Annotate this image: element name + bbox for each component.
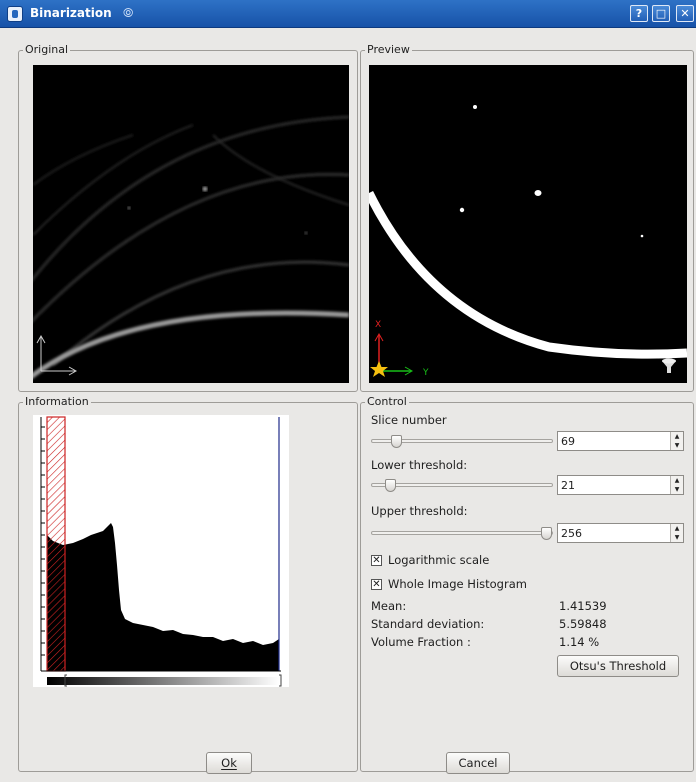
information-group: Information: [18, 395, 358, 772]
original-group-label: Original: [23, 43, 71, 56]
cancel-button-label: Cancel: [458, 756, 498, 770]
information-group-label: Information: [23, 395, 91, 408]
log-scale-checkbox[interactable]: ✕: [371, 555, 382, 566]
slice-number-value: 69: [561, 435, 575, 448]
spin-up-icon[interactable]: ▲: [674, 477, 680, 484]
axes-icon: X Y: [370, 320, 429, 378]
app-icon: [7, 6, 23, 22]
close-button[interactable]: ✕: [676, 5, 694, 22]
original-image-content: [21, 115, 350, 385]
upper-threshold-label: Upper threshold:: [371, 504, 468, 518]
volume-fraction-value: 1.14 %: [559, 635, 600, 649]
slice-number-label: Slice number: [371, 413, 447, 427]
upper-threshold-value: 256: [561, 527, 582, 540]
log-scale-label[interactable]: Logarithmic scale: [388, 553, 490, 567]
slider-handle[interactable]: [391, 435, 402, 448]
dialog-body: Original: [8, 30, 696, 782]
preview-image[interactable]: X Y: [364, 65, 688, 383]
lower-threshold-label: Lower threshold:: [371, 458, 468, 472]
axis-x-label: X: [375, 320, 381, 330]
slider-handle[interactable]: [385, 479, 396, 492]
spin-down-icon[interactable]: ▼: [674, 486, 680, 493]
original-group: Original: [18, 43, 358, 392]
spin-down-icon[interactable]: ▼: [674, 442, 680, 449]
histogram-chart: [40, 416, 282, 687]
title-bar: Binarization ⦾ ? □ ✕: [0, 0, 696, 28]
upper-threshold-spinbox[interactable]: 256 ▲ ▼: [557, 523, 684, 543]
spin-up-icon[interactable]: ▲: [674, 433, 680, 440]
help-button[interactable]: ?: [630, 5, 648, 22]
control-group-label: Control: [365, 395, 409, 408]
upper-threshold-slider[interactable]: [371, 527, 553, 540]
preview-group: Preview X Y: [360, 43, 694, 392]
original-image[interactable]: [21, 65, 350, 385]
window-title: Binarization: [30, 6, 112, 20]
ok-button-label: Ok: [221, 756, 237, 770]
preview-group-label: Preview: [365, 43, 412, 56]
maximize-button[interactable]: □: [652, 5, 670, 22]
mean-value: 1.41539: [559, 599, 607, 613]
spin-down-icon[interactable]: ▼: [674, 534, 680, 541]
intensity-gradient-bar: [47, 677, 279, 685]
ok-button[interactable]: Ok: [206, 752, 252, 774]
lower-threshold-spinbox[interactable]: 21 ▲ ▼: [557, 475, 684, 495]
funnel-icon[interactable]: [662, 358, 676, 374]
otsu-threshold-button[interactable]: Otsu's Threshold: [557, 655, 679, 677]
mean-label: Mean:: [371, 599, 407, 613]
lower-threshold-slider[interactable]: [371, 479, 553, 492]
control-group: Control Slice number 69 ▲ ▼ Lower thresho…: [360, 395, 694, 772]
whole-histogram-label[interactable]: Whole Image Histogram: [388, 577, 527, 591]
axes-icon: [36, 334, 78, 376]
slider-handle[interactable]: [541, 527, 552, 540]
whole-histogram-checkbox[interactable]: ✕: [371, 579, 382, 590]
volume-fraction-label: Volume Fraction :: [371, 635, 471, 649]
spiral-icon: ⦾: [123, 6, 134, 21]
axis-y-label: Y: [422, 368, 429, 378]
std-deviation-label: Standard deviation:: [371, 617, 485, 631]
slice-number-slider[interactable]: [371, 435, 553, 448]
std-deviation-value: 5.59848: [559, 617, 607, 631]
preview-image-content: X Y: [364, 105, 688, 378]
spin-up-icon[interactable]: ▲: [674, 525, 680, 532]
cancel-button[interactable]: Cancel: [446, 752, 510, 774]
histogram[interactable]: [33, 415, 289, 687]
lower-threshold-value: 21: [561, 479, 575, 492]
slice-number-spinbox[interactable]: 69 ▲ ▼: [557, 431, 684, 451]
